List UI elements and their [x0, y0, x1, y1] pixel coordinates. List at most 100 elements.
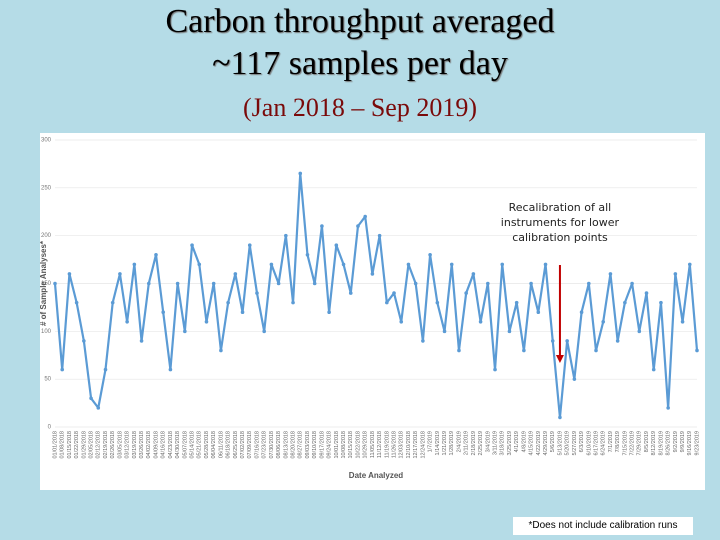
data-point [53, 281, 57, 286]
x-tick-label: 04/09/2018 [153, 431, 159, 459]
data-point [240, 310, 245, 314]
x-tick-label: 01/15/2018 [67, 431, 73, 459]
data-point [385, 300, 389, 305]
data-point [356, 224, 360, 228]
data-point [276, 281, 281, 286]
x-tick-label: 05/07/2018 [182, 431, 188, 459]
x-tick-label: 1/14/2019 [435, 431, 441, 455]
x-tick-label: 09/10/2018 [312, 431, 318, 459]
data-point [341, 262, 346, 267]
data-point [594, 348, 598, 353]
data-point [363, 214, 367, 219]
data-point [478, 319, 483, 324]
x-tick-label: 02/05/2018 [89, 431, 95, 459]
x-tick-label: 5/6/2019 [550, 431, 556, 452]
x-tick-label: 03/12/2018 [125, 431, 131, 459]
data-point [493, 367, 497, 372]
x-tick-label: 05/14/2018 [190, 431, 196, 459]
x-tick-label: 07/30/2018 [269, 431, 275, 459]
x-tick-label: 9/16/2019 [687, 431, 693, 455]
data-point [204, 319, 209, 324]
x-tick-label: 6/10/2019 [586, 431, 592, 455]
data-point [284, 233, 288, 238]
data-point [399, 319, 404, 324]
title-line: Carbon throughput averaged [165, 3, 555, 40]
x-tick-label: 08/20/2018 [290, 431, 296, 459]
data-point [247, 243, 252, 248]
x-tick-label: 08/27/2018 [298, 431, 304, 459]
x-tick-label: 12/24/2018 [420, 431, 426, 459]
data-point [125, 319, 129, 324]
y-tick-label: 100 [41, 329, 52, 335]
data-point [168, 367, 173, 372]
x-tick-label: 06/25/2018 [233, 431, 239, 459]
x-tick-label: 03/05/2018 [117, 431, 123, 459]
x-tick-label: 7/1/2019 [608, 431, 614, 452]
x-tick-label: 7/29/2019 [637, 431, 643, 455]
x-tick-label: 04/02/2018 [146, 431, 152, 459]
x-tick-label: 5/20/2019 [565, 431, 571, 455]
x-tick-label: 9/23/2019 [694, 431, 700, 455]
x-tick-label: 07/23/2018 [262, 431, 268, 459]
x-tick-label: 03/26/2018 [139, 431, 145, 459]
x-tick-label: 02/19/2018 [103, 431, 109, 459]
data-point [211, 281, 216, 286]
data-point [413, 281, 418, 286]
x-tick-label: 04/23/2018 [168, 431, 174, 459]
data-point [67, 272, 72, 276]
y-tick-label: 200 [41, 233, 52, 239]
y-tick-label: 250 [41, 185, 52, 191]
data-point [74, 300, 79, 305]
data-point [327, 310, 331, 314]
data-point [348, 291, 353, 295]
x-tick-label: 12/03/2018 [399, 431, 405, 459]
y-tick-label: 0 [48, 425, 52, 431]
x-tick-label: 06/11/2018 [218, 431, 224, 458]
x-tick-label: 05/28/2018 [204, 431, 210, 459]
x-tick-label: 11/26/2018 [391, 431, 397, 458]
x-tick-label: 01/22/2018 [74, 431, 80, 459]
data-point [190, 243, 194, 248]
data-point [486, 281, 490, 286]
data-point [219, 348, 223, 353]
data-point [572, 377, 577, 381]
x-tick-label: 5/13/2019 [557, 431, 563, 455]
x-tick-label: 11/12/2018 [377, 431, 383, 458]
x-tick-label: 1/28/2019 [449, 431, 455, 455]
title-line: ~117 samples per day [212, 45, 508, 82]
data-point [110, 300, 115, 305]
x-tick-label: 3/4/2019 [485, 431, 491, 452]
data-point [421, 339, 425, 343]
data-point [435, 300, 440, 305]
x-tick-label: 06/04/2018 [211, 431, 217, 459]
x-axis-title: Date Analyzed [349, 471, 404, 480]
data-point [89, 396, 93, 401]
data-point [522, 348, 526, 353]
x-tick-label: 10/29/2018 [363, 431, 369, 459]
x-tick-label: 2/18/2019 [471, 431, 477, 455]
x-tick-label: 7/15/2019 [622, 431, 628, 455]
x-tick-label: 09/24/2018 [327, 431, 333, 459]
data-point [659, 300, 663, 305]
data-point [601, 319, 606, 324]
x-tick-label: 8/12/2019 [651, 431, 657, 455]
x-tick-label: 06/18/2018 [226, 431, 232, 459]
data-point [175, 281, 180, 286]
data-point [687, 262, 692, 267]
x-tick-label: 02/26/2018 [110, 431, 116, 459]
x-tick-label: 6/24/2019 [601, 431, 607, 455]
data-point [255, 291, 259, 295]
x-tick-label: 4/8/2019 [521, 431, 527, 452]
data-point [320, 224, 324, 228]
x-tick-label: 01/29/2018 [81, 431, 87, 459]
x-tick-label: 09/17/2018 [319, 431, 325, 459]
x-tick-label: 7/8/2019 [615, 431, 621, 452]
y-axis-title: # of Sample Analyses* [40, 240, 48, 326]
data-point [695, 348, 699, 353]
data-point [312, 281, 317, 286]
x-tick-label: 8/26/2019 [666, 431, 672, 455]
x-tick-label: 02/12/2018 [96, 431, 102, 459]
data-point [507, 329, 512, 334]
data-point [139, 339, 144, 343]
